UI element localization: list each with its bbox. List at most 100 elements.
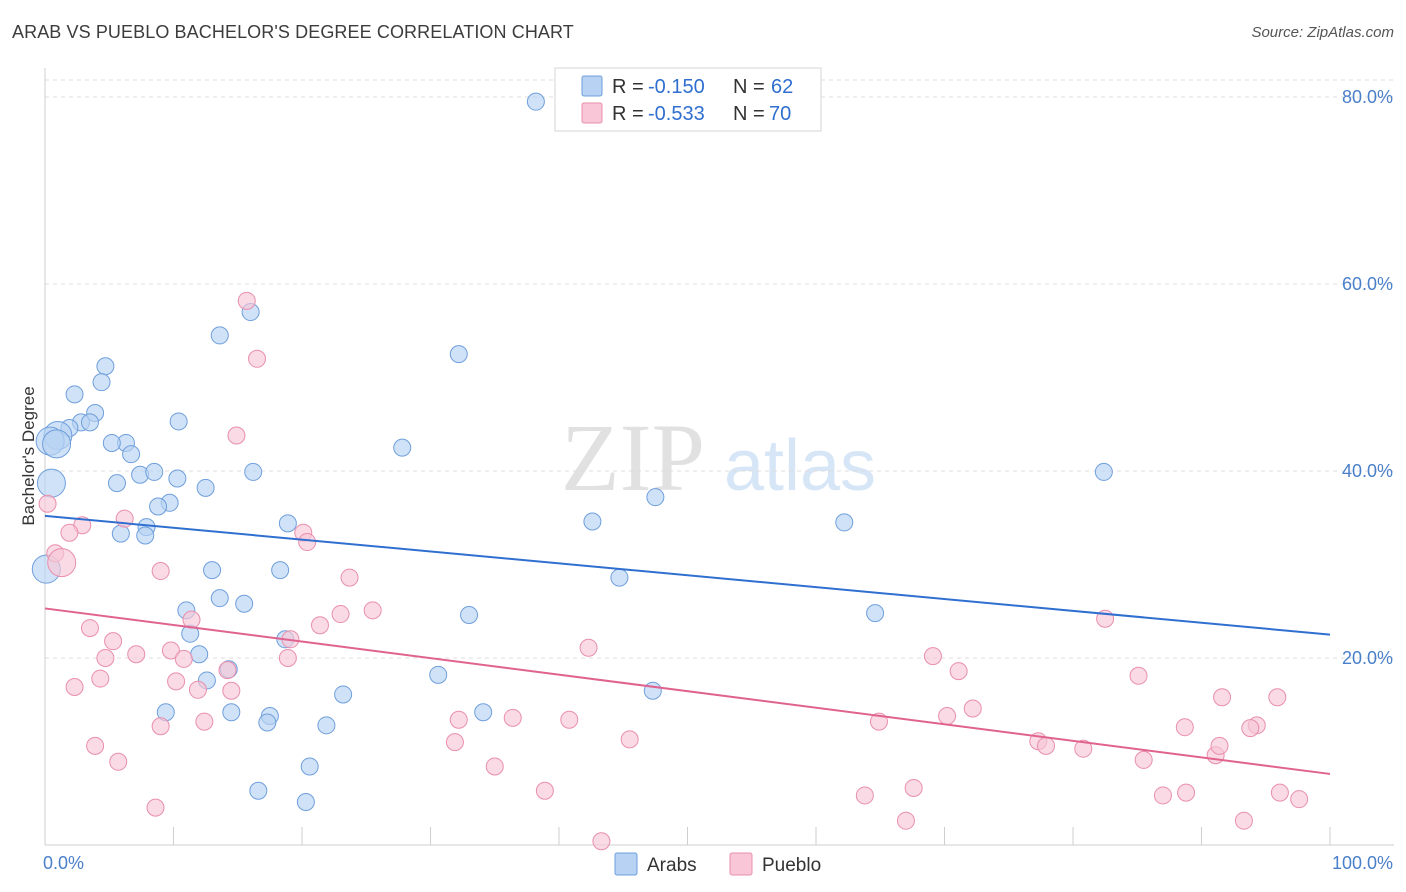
point-pueblo	[188, 680, 207, 699]
point-pueblo	[298, 533, 317, 552]
point-arabs	[92, 373, 111, 392]
point-pueblo	[151, 562, 170, 581]
point-arabs	[222, 703, 241, 722]
point-pueblo	[310, 616, 329, 635]
point-pueblo	[1270, 783, 1289, 802]
point-pueblo	[331, 605, 350, 624]
point-pueblo	[560, 710, 579, 729]
y-tick-label: 20.0%	[1342, 648, 1393, 668]
point-pueblo	[47, 548, 77, 578]
point-arabs	[317, 716, 336, 735]
point-pueblo	[174, 649, 193, 668]
point-arabs	[866, 604, 885, 623]
point-arabs	[526, 92, 545, 111]
point-arabs	[643, 681, 662, 700]
watermark-atlas: atlas	[724, 426, 876, 506]
point-pueblo	[1213, 688, 1232, 707]
point-arabs	[583, 512, 602, 531]
point-pueblo	[592, 832, 611, 851]
point-pueblo	[1134, 750, 1153, 769]
point-pueblo	[60, 523, 79, 542]
point-arabs	[460, 605, 479, 624]
y-tick-label: 80.0%	[1342, 87, 1393, 107]
point-pueblo	[86, 736, 105, 755]
point-pueblo	[938, 706, 957, 725]
point-arabs	[474, 703, 493, 722]
point-pueblo	[1037, 736, 1056, 755]
legend-swatch-pueblo	[581, 102, 603, 124]
point-pueblo	[340, 568, 359, 587]
point-arabs	[835, 513, 854, 532]
point-pueblo	[91, 669, 110, 688]
point-arabs	[36, 468, 66, 498]
point-pueblo	[167, 672, 186, 691]
point-pueblo	[151, 717, 170, 736]
series-legend: Arabs Pueblo	[614, 852, 821, 876]
x-tick-label-min: 0.0%	[43, 853, 84, 873]
point-arabs	[169, 412, 188, 431]
point-pueblo	[579, 638, 598, 657]
point-pueblo	[146, 798, 165, 817]
point-pueblo	[237, 291, 256, 310]
point-pueblo	[1268, 688, 1287, 707]
point-pueblo	[161, 641, 180, 660]
point-pueblo	[218, 661, 237, 680]
point-pueblo	[1210, 736, 1229, 755]
point-pueblo	[1129, 666, 1148, 685]
point-pueblo	[248, 349, 267, 368]
point-arabs	[136, 526, 155, 545]
point-pueblo	[1074, 739, 1093, 758]
series-legend-label-pueblo: Pueblo	[762, 855, 821, 876]
point-arabs	[210, 589, 229, 608]
point-arabs	[1094, 462, 1113, 481]
point-pueblo	[503, 708, 522, 727]
point-arabs	[42, 429, 72, 459]
point-pueblo	[38, 494, 57, 513]
point-pueblo	[65, 677, 84, 696]
point-pueblo	[949, 662, 968, 681]
stats-legend: R = -0.150 N = 62 R = -0.533 N = 70	[554, 67, 822, 132]
point-arabs	[196, 478, 215, 497]
legend-r-value-arabs: -0.150	[648, 76, 705, 98]
legend-r-label-arabs: R =	[612, 76, 644, 98]
chart-title: ARAB VS PUEBLO BACHELOR'S DEGREE CORRELA…	[12, 22, 574, 42]
point-pueblo	[195, 712, 214, 731]
point-arabs	[122, 445, 141, 464]
point-pueblo	[222, 681, 241, 700]
point-arabs	[271, 561, 290, 580]
point-pueblo	[1234, 811, 1253, 830]
legend-swatch-arabs	[581, 75, 603, 97]
point-arabs	[210, 326, 229, 345]
trend-line-pueblo	[44, 607, 1331, 775]
point-pueblo	[485, 757, 504, 776]
point-arabs	[244, 462, 263, 481]
point-arabs	[278, 514, 297, 533]
point-pueblo	[80, 619, 99, 638]
point-pueblo	[445, 733, 464, 752]
point-pueblo	[1175, 718, 1194, 737]
point-pueblo	[127, 645, 146, 664]
point-arabs	[96, 357, 115, 376]
point-pueblo	[96, 649, 115, 667]
point-arabs	[300, 757, 319, 776]
point-arabs	[203, 561, 222, 580]
y-axis-label: Bachelor's Degree	[19, 386, 38, 525]
point-pueblo	[1241, 719, 1260, 738]
y-tick-label: 40.0%	[1342, 461, 1393, 481]
y-tick-label: 60.0%	[1342, 274, 1393, 294]
point-pueblo	[104, 632, 123, 651]
point-arabs	[393, 438, 412, 457]
axes: 20.0% 40.0% 60.0% 80.0% 0.0% 100.0%	[43, 68, 1394, 873]
point-pueblo	[620, 730, 639, 749]
point-pueblo	[109, 752, 128, 771]
point-pueblo	[1290, 790, 1309, 809]
point-arabs	[334, 685, 353, 704]
point-arabs	[107, 474, 126, 493]
point-arabs	[102, 433, 121, 452]
trend-line-arabs	[44, 514, 1331, 636]
point-arabs	[449, 345, 468, 364]
series-legend-swatch-pueblo	[729, 852, 753, 876]
point-pueblo	[923, 647, 942, 666]
point-arabs	[168, 469, 187, 488]
